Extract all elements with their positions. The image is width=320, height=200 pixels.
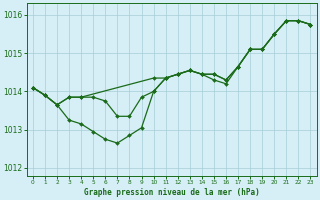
X-axis label: Graphe pression niveau de la mer (hPa): Graphe pression niveau de la mer (hPa) xyxy=(84,188,260,197)
